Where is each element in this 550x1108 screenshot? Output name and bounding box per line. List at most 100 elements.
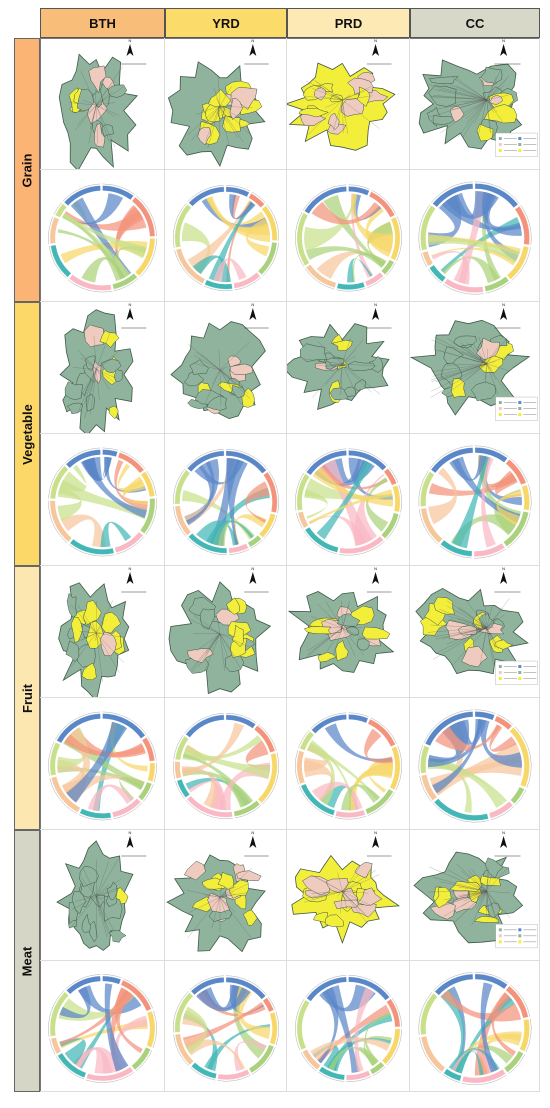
flow-line (476, 617, 487, 628)
flow-line (80, 357, 97, 370)
flow-line (342, 95, 373, 101)
chord-arc (514, 205, 530, 245)
chord-tick-ring (370, 717, 398, 744)
chord-arc (147, 762, 156, 782)
sub-region (434, 886, 452, 909)
sub-region (229, 97, 243, 121)
chord-tick-ring (189, 975, 224, 991)
chord-tick-ring (53, 202, 62, 215)
flow-line (486, 874, 493, 892)
chord-ribbon (62, 193, 124, 225)
chord-ribbon (324, 723, 393, 763)
chord-ribbon (491, 992, 516, 1057)
chord-tick-ring (153, 762, 157, 783)
flow-line (486, 360, 496, 364)
flow-line (486, 891, 494, 909)
chord-arc (296, 999, 310, 1051)
flow-line (88, 105, 97, 144)
flow-line (447, 338, 487, 364)
flow-line (452, 627, 487, 666)
map-panel-yrd-grain: N (165, 38, 287, 170)
chord-ribbon (325, 985, 359, 1073)
flow-line (96, 896, 109, 933)
chord-tick-ring (139, 238, 157, 278)
flow-line (431, 363, 487, 372)
chord-arc (348, 714, 369, 724)
flow-line (219, 366, 228, 371)
chord-ribbon (349, 764, 393, 811)
chord-tick-ring (251, 191, 266, 204)
flow-line (486, 99, 504, 123)
flow-line (333, 627, 343, 655)
chord-tick-ring (515, 789, 527, 806)
chord-tick-ring (113, 802, 143, 820)
flow-line (191, 633, 221, 673)
sub-region (227, 355, 241, 368)
chord-ribbon (316, 460, 373, 540)
flow-line (219, 369, 249, 394)
chord-arc (102, 713, 146, 739)
chord-tick-ring (102, 974, 122, 979)
sub-region (231, 624, 244, 648)
chord-panel-yrd-meat (165, 961, 287, 1092)
chord-arc (54, 203, 67, 218)
flow-line (460, 342, 487, 364)
chord-ribbon (435, 724, 501, 751)
flow-line (219, 105, 253, 109)
flow-line (77, 104, 97, 125)
flow-line (463, 891, 487, 902)
chord-tick-ring (474, 972, 509, 984)
chord-panel-cc-grain (410, 170, 540, 302)
flow-line (219, 892, 248, 898)
flow-line (342, 601, 350, 629)
flow-line (486, 337, 508, 364)
sub-region (428, 76, 459, 84)
sub-region (429, 902, 456, 920)
chord-tick-ring (367, 792, 395, 816)
chord-arc (488, 801, 514, 819)
chord-ribbon (351, 193, 393, 254)
map-panel-prd-fruit: N (287, 566, 410, 698)
row-label-vegetable: Vegetable (14, 302, 40, 566)
chord-arc (217, 1069, 250, 1080)
flow-line (429, 866, 487, 892)
sub-region (88, 65, 107, 94)
chord-arc (420, 507, 443, 544)
chord-arc (66, 975, 101, 995)
column-header-yrd: YRD (165, 8, 287, 38)
chord-ribbon (62, 214, 124, 282)
flow-line (467, 869, 487, 892)
sub-region (357, 887, 383, 906)
chord-tick-ring (203, 285, 233, 291)
chord-ribbon (307, 742, 380, 801)
chord-arc (102, 975, 122, 985)
flow-line (74, 896, 97, 902)
chord-arc (79, 808, 112, 819)
chord-arc (50, 244, 72, 278)
flow-line (96, 369, 100, 401)
flow-line (219, 105, 251, 135)
flow-line (433, 95, 487, 100)
flow-line (337, 891, 343, 897)
chord-ribbon (347, 258, 373, 283)
flow-line (337, 872, 343, 892)
flow-line (96, 631, 102, 634)
chord-ribbon (226, 457, 248, 545)
chord-arc (420, 745, 430, 774)
chord-arc (50, 1037, 62, 1055)
chord-ribbon (432, 719, 483, 794)
map-panel-bth-fruit: N (40, 566, 165, 698)
chord-arc (191, 1062, 217, 1079)
flow-line (311, 891, 343, 894)
flow-line (96, 104, 115, 117)
chord-arc (233, 800, 261, 817)
chord-arc (306, 450, 347, 476)
flow-line (90, 369, 97, 415)
chord-ribbon (240, 200, 267, 227)
flow-line (204, 369, 221, 405)
chord-ribbon (305, 246, 386, 268)
flow-line (218, 77, 221, 106)
flow-line (218, 350, 221, 370)
map-panel-bth-grain: N (40, 38, 165, 170)
chord-arc (305, 264, 337, 289)
